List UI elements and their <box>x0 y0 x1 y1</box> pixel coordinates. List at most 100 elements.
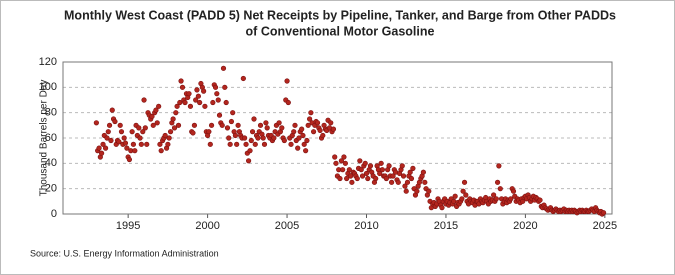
x-tick-label: 2005 <box>275 220 299 232</box>
point <box>296 135 302 141</box>
point <box>109 107 115 113</box>
point <box>235 122 241 128</box>
point <box>174 103 180 109</box>
point <box>142 125 148 131</box>
point <box>373 175 379 182</box>
point <box>332 154 338 160</box>
y-tick-label: 120 <box>39 56 57 68</box>
point <box>305 122 311 128</box>
point <box>179 84 186 90</box>
point <box>414 188 420 194</box>
point <box>439 205 445 211</box>
point <box>291 129 297 135</box>
point <box>201 88 207 94</box>
point <box>153 107 159 113</box>
point <box>402 183 408 189</box>
y-tick-label: 20 <box>45 183 57 195</box>
point <box>310 129 317 135</box>
point <box>354 175 360 182</box>
point <box>304 137 310 144</box>
x-tick-label: 1995 <box>116 220 140 232</box>
point <box>408 175 415 182</box>
point <box>365 175 371 182</box>
x-tick-label: 2010 <box>354 220 378 232</box>
point <box>138 141 144 147</box>
point <box>156 103 162 109</box>
point <box>422 179 428 185</box>
point <box>186 91 192 97</box>
point <box>346 167 352 173</box>
point <box>118 129 125 135</box>
point <box>100 141 106 147</box>
point <box>292 122 298 128</box>
point <box>452 193 458 199</box>
point <box>341 154 347 160</box>
point <box>210 99 216 106</box>
point <box>99 150 105 156</box>
point <box>202 103 208 109</box>
point <box>232 132 239 139</box>
point <box>379 167 385 173</box>
point <box>295 145 301 151</box>
point <box>383 175 389 182</box>
point <box>252 141 258 147</box>
point <box>348 173 354 179</box>
point <box>149 113 155 120</box>
point <box>227 141 233 147</box>
point <box>281 137 287 144</box>
point <box>407 169 413 175</box>
point <box>395 179 401 185</box>
point <box>378 160 384 166</box>
point <box>249 129 256 135</box>
point <box>491 192 497 198</box>
point <box>300 132 306 139</box>
point <box>130 141 136 147</box>
point <box>240 75 246 82</box>
point <box>386 163 392 169</box>
point <box>245 158 252 164</box>
point <box>177 99 183 106</box>
point <box>195 93 201 99</box>
point <box>307 116 313 122</box>
x-tick-label: 2020 <box>513 220 537 232</box>
point <box>104 135 110 141</box>
point <box>303 148 309 154</box>
point <box>279 125 285 131</box>
point <box>106 122 113 128</box>
point <box>410 165 416 171</box>
point <box>166 135 172 141</box>
point <box>197 99 203 106</box>
point <box>463 192 469 198</box>
y-tick-label: 0 <box>51 208 57 220</box>
chart-title: Monthly West Coast (PADD 5) Net Receipts… <box>64 8 616 22</box>
point <box>460 188 466 194</box>
point <box>342 160 348 166</box>
point <box>122 140 129 146</box>
point <box>194 87 200 93</box>
point <box>461 179 468 185</box>
point <box>154 120 160 126</box>
point <box>264 125 270 131</box>
point <box>144 141 150 147</box>
point <box>299 126 305 132</box>
point <box>212 84 219 90</box>
point <box>158 148 164 154</box>
point <box>102 145 109 151</box>
point <box>349 179 355 185</box>
point <box>93 120 99 126</box>
point <box>377 170 383 177</box>
point <box>121 135 127 141</box>
point <box>193 97 199 103</box>
point <box>224 125 231 131</box>
point <box>191 122 198 128</box>
point <box>337 175 343 182</box>
plot-border <box>62 61 613 215</box>
point <box>223 99 229 106</box>
point <box>340 167 346 173</box>
point <box>228 118 235 125</box>
point <box>357 158 363 164</box>
point <box>328 120 334 126</box>
point <box>141 97 147 103</box>
point <box>537 197 543 203</box>
point <box>399 163 405 169</box>
